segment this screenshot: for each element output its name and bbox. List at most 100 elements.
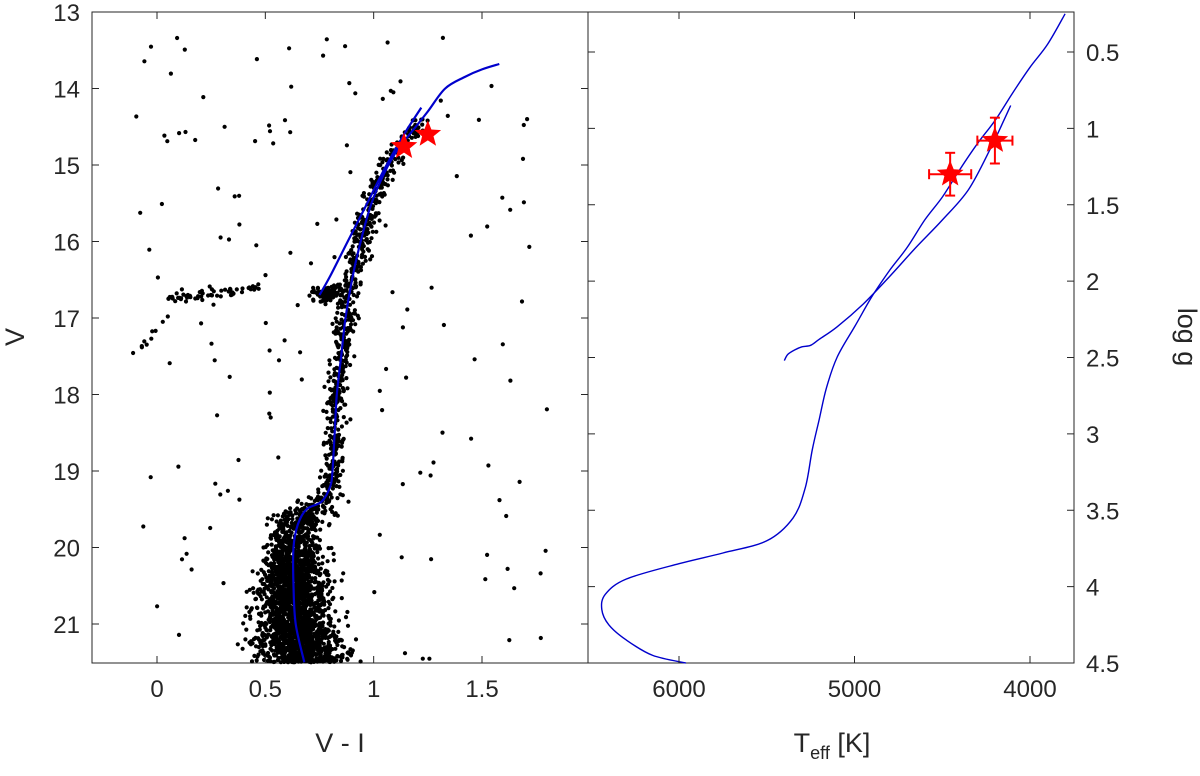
data-point <box>297 620 302 625</box>
data-point <box>338 406 343 411</box>
data-point <box>281 569 286 574</box>
data-point <box>315 550 320 555</box>
data-point <box>286 590 291 596</box>
data-point <box>208 525 213 531</box>
data-point <box>265 542 270 548</box>
data-point <box>312 498 317 503</box>
data-point <box>237 497 242 502</box>
data-point <box>330 289 335 294</box>
data-point <box>305 570 311 575</box>
data-point <box>226 237 232 242</box>
data-point <box>290 629 295 634</box>
data-point <box>308 643 313 648</box>
data-point <box>486 463 491 468</box>
data-point <box>253 139 258 144</box>
data-point <box>363 238 369 243</box>
data-point <box>302 646 307 651</box>
data-point <box>295 303 300 308</box>
data-point <box>284 577 289 582</box>
data-point <box>276 455 281 460</box>
data-point <box>335 642 340 648</box>
data-point <box>258 623 263 629</box>
data-point <box>398 79 403 84</box>
data-point <box>298 630 303 635</box>
data-point <box>331 408 336 413</box>
data-point <box>505 566 510 572</box>
data-point <box>334 658 339 663</box>
data-point <box>429 285 434 290</box>
data-point <box>299 501 304 506</box>
data-point <box>282 587 287 593</box>
data-point <box>277 565 282 570</box>
data-point <box>263 320 268 326</box>
data-point <box>319 591 324 597</box>
data-point <box>317 597 322 603</box>
data-point <box>263 643 268 648</box>
data-point <box>287 608 292 613</box>
data-point <box>155 604 160 609</box>
data-point <box>175 35 180 41</box>
data-point <box>400 482 405 487</box>
data-point <box>251 637 257 642</box>
data-point <box>317 475 323 480</box>
data-point <box>512 586 517 591</box>
data-point <box>324 37 329 42</box>
data-point <box>353 322 358 327</box>
y-tick-label: 3.5 <box>1086 498 1119 525</box>
kiel-plot-frame <box>587 11 1075 664</box>
data-point <box>141 524 146 529</box>
data-point <box>345 346 350 351</box>
target-star-marker <box>936 160 964 186</box>
data-point <box>313 652 318 657</box>
data-point <box>256 286 261 291</box>
data-point <box>305 526 310 531</box>
data-point <box>404 375 409 380</box>
data-point <box>315 589 320 595</box>
data-point <box>326 370 331 375</box>
data-point <box>324 461 329 466</box>
data-point <box>441 322 446 328</box>
data-point <box>182 536 187 541</box>
data-point <box>228 286 233 291</box>
data-point <box>285 555 290 560</box>
data-point <box>367 220 372 225</box>
data-point <box>311 298 316 303</box>
data-point <box>308 584 313 589</box>
data-point <box>173 299 178 304</box>
data-point <box>281 527 286 532</box>
data-point <box>313 576 318 581</box>
data-point <box>343 254 348 260</box>
data-point <box>336 343 342 348</box>
data-point <box>348 647 353 652</box>
data-point <box>142 59 147 64</box>
data-point <box>332 255 337 260</box>
data-point <box>271 564 276 569</box>
data-point <box>331 595 336 600</box>
data-point <box>264 627 269 633</box>
data-point <box>153 328 158 333</box>
data-point <box>201 95 206 100</box>
data-point <box>294 645 299 651</box>
data-point <box>215 293 220 298</box>
data-point <box>304 535 310 540</box>
data-point <box>273 535 278 541</box>
data-point <box>299 584 304 590</box>
data-point <box>307 521 312 526</box>
data-point <box>250 284 255 289</box>
data-point <box>330 504 335 510</box>
data-point <box>428 473 433 478</box>
data-point <box>306 530 311 535</box>
data-point <box>335 513 340 518</box>
data-point <box>337 321 342 326</box>
data-point <box>352 255 357 261</box>
data-point <box>274 532 279 537</box>
data-point <box>277 540 282 545</box>
data-point <box>322 384 327 389</box>
data-point <box>345 609 350 615</box>
data-point <box>260 577 265 582</box>
data-point <box>330 321 335 326</box>
data-point <box>301 620 306 625</box>
data-point <box>160 319 165 324</box>
data-point <box>302 533 307 538</box>
data-point <box>508 207 513 212</box>
